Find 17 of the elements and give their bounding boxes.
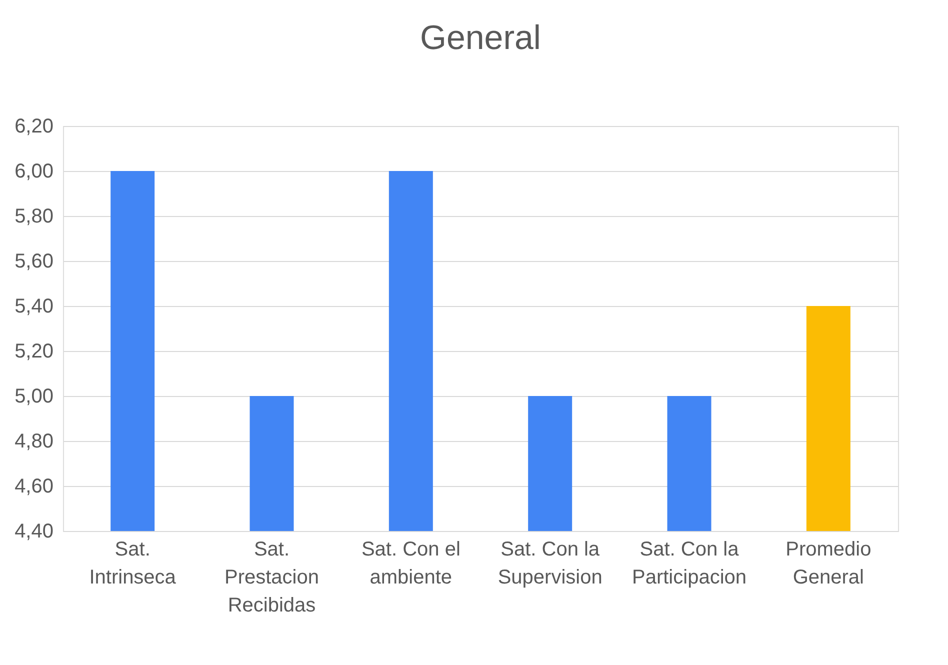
x-tick-label: Sat. Con la Supervision xyxy=(498,538,602,588)
y-tick-label: 5,40 xyxy=(14,296,54,318)
y-tick-label: 5,00 xyxy=(14,386,54,408)
x-tick-label: Sat. Con el ambiente xyxy=(361,538,460,588)
y-tick-label: 6,00 xyxy=(14,160,54,182)
y-tick-label: 4,40 xyxy=(14,520,54,542)
y-tick-label: 6,20 xyxy=(14,116,54,138)
y-tick-label: 4,60 xyxy=(14,476,54,498)
y-tick-label: 5,60 xyxy=(14,250,54,272)
y-tick-label: 4,80 xyxy=(14,430,54,452)
y-tick-label: 5,20 xyxy=(14,340,54,362)
y-tick-label: 5,80 xyxy=(14,206,54,228)
x-tick-label: Promedio General xyxy=(786,538,872,588)
x-tick-label: Sat. Prestacion Recibidas xyxy=(224,538,319,616)
x-tick-label: Sat. Intrinseca xyxy=(89,538,177,588)
x-tick-label: Sat. Con la Participacion xyxy=(632,538,747,588)
chart-title: General xyxy=(420,19,541,57)
